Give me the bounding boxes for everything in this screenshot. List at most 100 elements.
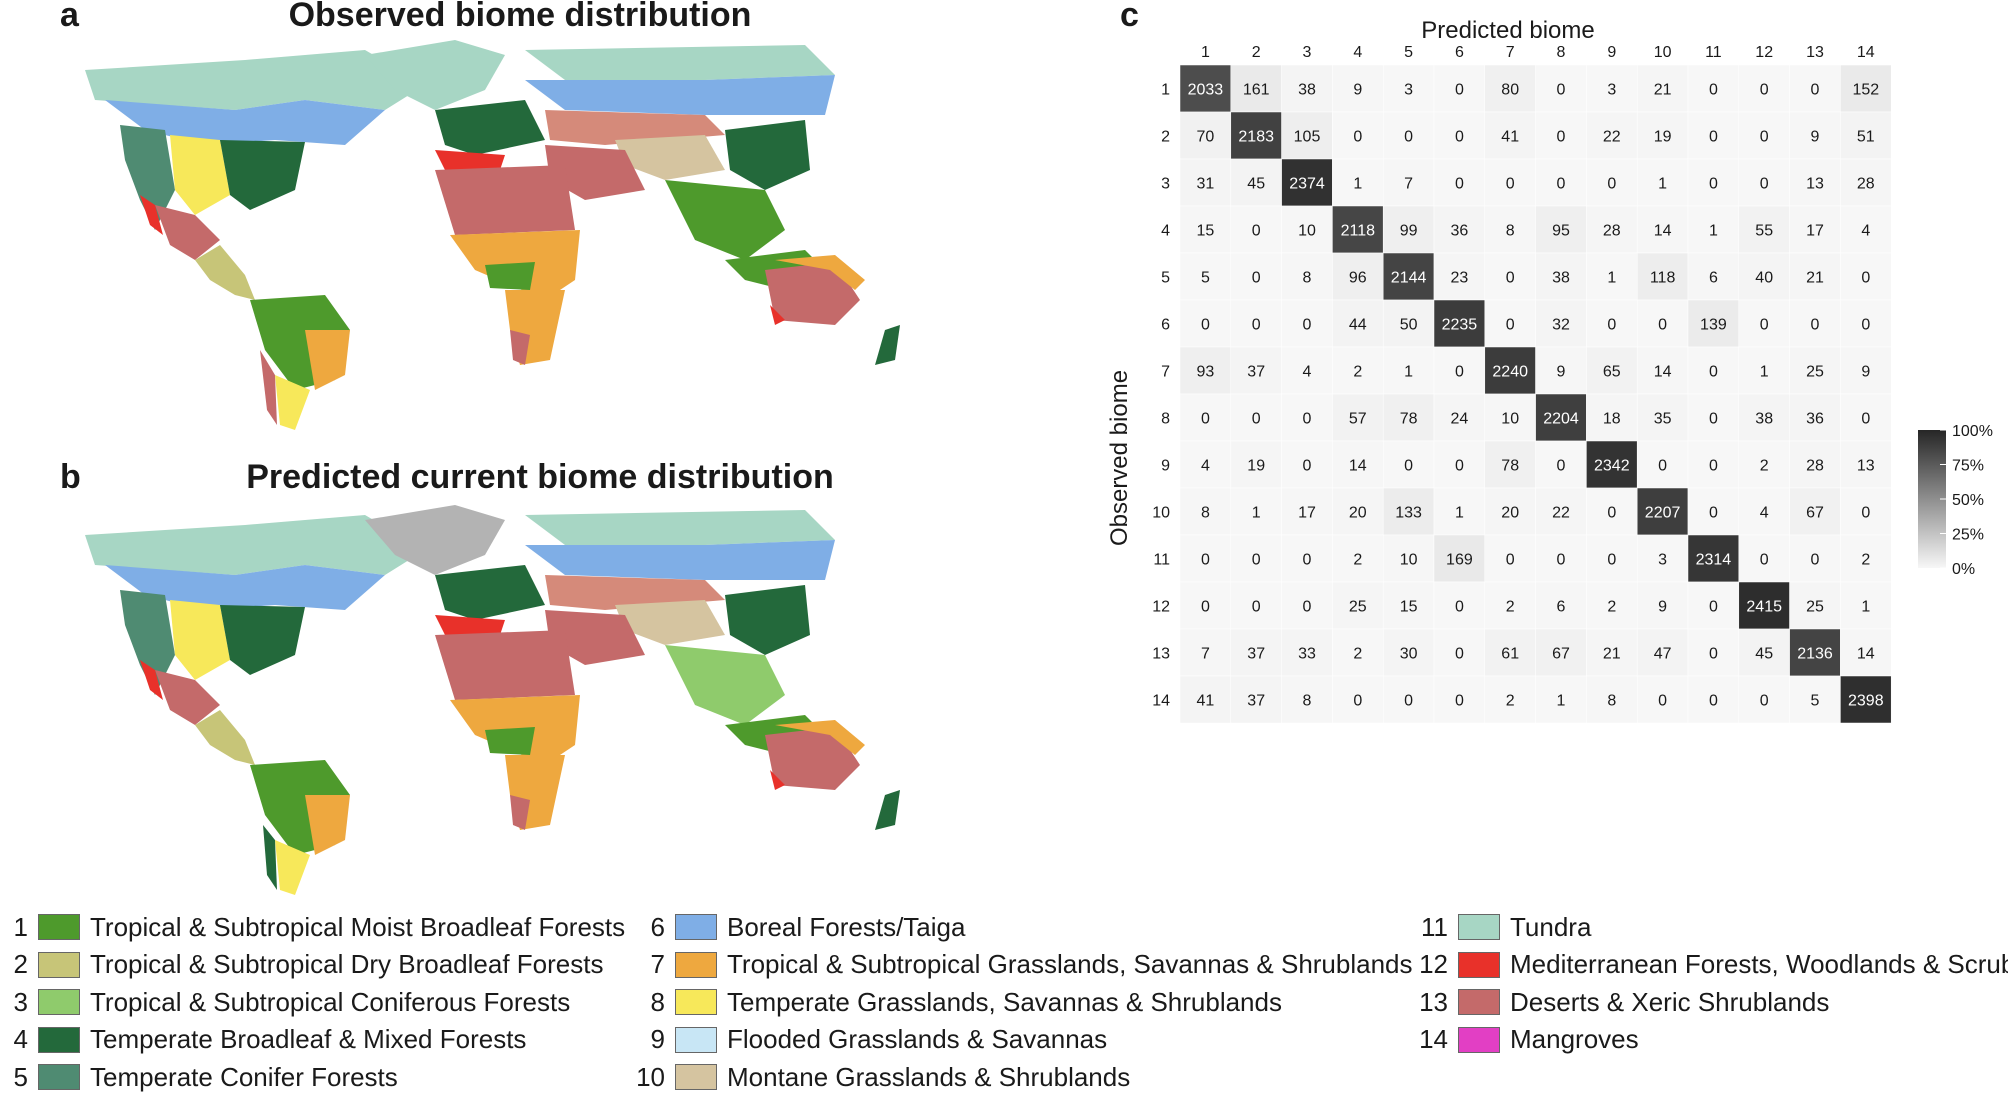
cell-value-label: 45 [1755,646,1773,663]
heatmap-cell [1636,487,1689,536]
heatmap-cell [1332,346,1384,395]
cell-value-label: 0 [1658,317,1667,334]
cell-value-label: 0 [1811,552,1820,569]
heatmap-cell [1484,111,1536,160]
cell-value-label: 2183 [1238,129,1274,146]
region-mediterranean-eu [435,615,505,635]
heatmap-cell [1687,534,1740,583]
heatmap-cell [1433,628,1486,677]
cell-value-label: 0 [1201,317,1210,334]
legend-swatch [675,989,717,1015]
predicted-biome-map [5,495,925,900]
heatmap-cell [1636,64,1689,113]
colorbar-tick-label: 25% [1952,527,1984,544]
cell-value-label: 0 [1353,129,1362,146]
x-tick-label: 2 [1252,44,1261,61]
cell-value-label: 93 [1197,364,1215,381]
region-mediterranean-na [140,660,163,700]
heatmap-cell [1230,628,1282,677]
heatmap-cell [1840,158,1892,207]
heatmap-cell [1840,299,1892,348]
cell-value-label: 9 [1353,82,1362,99]
cell-value-label: 0 [1709,129,1718,146]
cell-value-label: 50 [1400,317,1418,334]
cell-value-label: 0 [1455,646,1464,663]
legend-label: Deserts & Xeric Shrublands [1510,986,1830,1017]
x-tick-label: 9 [1607,44,1616,61]
predicted-map-svg [85,505,900,895]
cell-value-label: 1 [1455,505,1464,522]
cell-value-label: 14 [1654,364,1672,381]
heatmap-cell [1586,675,1638,724]
heatmap-cell [1687,440,1740,489]
observed-biome-map [5,30,925,440]
heatmap-cell [1586,628,1638,677]
cell-value-label: 1 [1557,693,1566,710]
heatmap-cell [1433,534,1486,583]
heatmap-cell [1179,393,1232,442]
cell-value-label: 2374 [1289,176,1325,193]
cell-value-label: 37 [1247,693,1265,710]
heatmap-cell [1484,64,1536,113]
region-greenland-unpredicted [365,505,505,575]
heatmap-cell [1484,346,1536,395]
region-desert-na [155,205,220,260]
cell-value-label: 14 [1654,223,1672,240]
cell-value-label: 10 [1400,552,1418,569]
cell-value-label: 8 [1303,693,1312,710]
heatmap-cell [1179,64,1232,113]
heatmap-cell [1738,299,1790,348]
cell-value-label: 0 [1607,176,1616,193]
cell-value-label: 14 [1349,458,1367,475]
heatmap-cell [1789,487,1841,536]
cell-value-label: 1 [1404,364,1413,381]
y-tick-label: 14 [1152,693,1170,710]
heatmap-cell [1738,393,1790,442]
map-b-regions [85,505,900,895]
cell-value-label: 67 [1552,646,1570,663]
heatmap-cell [1179,205,1232,254]
region-nz [875,790,900,830]
region-conifer-sa [263,825,277,890]
cell-value-label: 33 [1298,646,1316,663]
heatmap-cell [1687,346,1740,395]
heatmap-cell [1636,581,1689,630]
cell-value-label: 105 [1294,129,1321,146]
heatmap-cell [1332,393,1384,442]
cell-value-label: 13 [1857,458,1875,475]
cell-value-label: 0 [1404,693,1413,710]
legend-swatch [38,914,80,940]
cell-value-label: 2 [1353,552,1362,569]
heatmap-cell [1382,534,1435,583]
legend-number: 5 [13,1061,28,1092]
cell-value-label: 35 [1654,411,1672,428]
cell-value-label: 8 [1201,505,1210,522]
heatmap-cell [1230,346,1282,395]
cell-value-label: 0 [1658,693,1667,710]
legend-label: Montane Grasslands & Shrublands [727,1061,1131,1092]
heatmap-cell [1738,252,1790,301]
y-tick-label: 12 [1152,599,1170,616]
cell-value-label: 40 [1755,270,1773,287]
cell-value-label: 0 [1404,129,1413,146]
heatmap-cell [1433,675,1486,724]
heatmap-cell [1230,64,1282,113]
legend-number: 8 [650,986,665,1017]
cell-value-label: 0 [1607,317,1616,334]
cell-value-label: 21 [1654,82,1672,99]
cell-value-label: 0 [1760,693,1769,710]
legend-item: 6 Boreal Forests/Taiga [635,912,966,942]
legend-number: 7 [650,949,665,979]
cell-value-label: 0 [1201,552,1210,569]
cell-value-label: 4 [1303,364,1312,381]
y-tick-label: 5 [1161,270,1170,287]
cell-value-label: 0 [1557,176,1566,193]
heatmap-cell [1636,205,1689,254]
heatmap-cell [1636,628,1689,677]
heatmap-cell [1840,252,1892,301]
heatmap-cell [1687,581,1740,630]
region-grassland-na [170,600,230,680]
heatmap-cell [1484,628,1536,677]
legend-label: Tundra [1510,911,1592,942]
x-tick-label: 11 [1705,44,1722,61]
